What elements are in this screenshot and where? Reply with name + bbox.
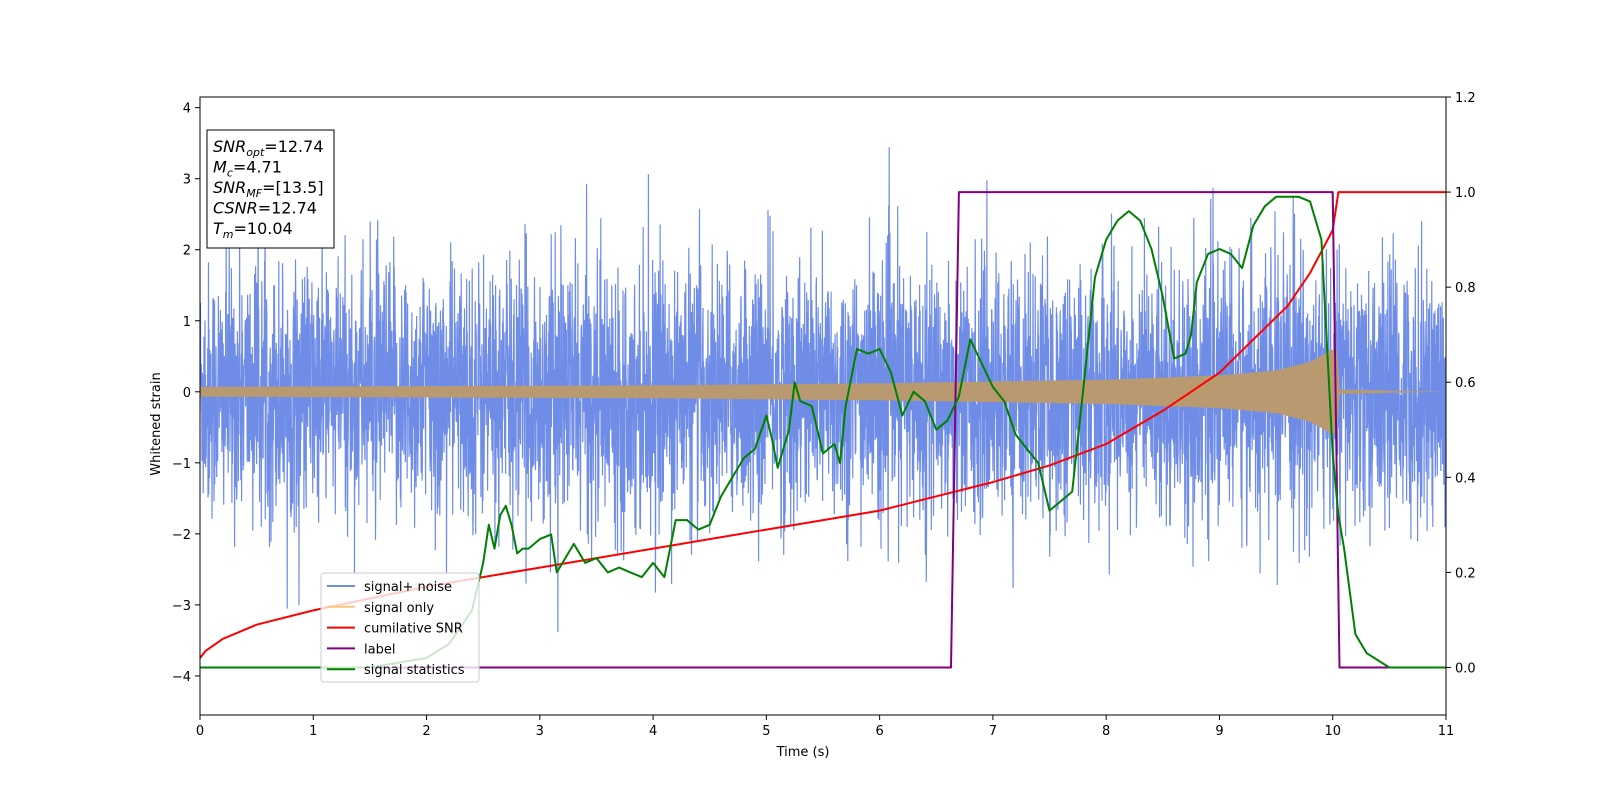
x-tick-label: 6: [875, 724, 883, 739]
y2-tick-label: 1.2: [1455, 91, 1476, 106]
legend-label: cumilative SNR: [364, 622, 463, 637]
y-tick-label: 3: [183, 173, 191, 188]
y-tick-label: 4: [183, 102, 191, 117]
legend-label: signal statistics: [364, 663, 465, 678]
x-axis-label: Time (s): [776, 745, 830, 760]
info-box-line: Tm=10.04: [213, 219, 293, 241]
legend-label: signal only: [364, 601, 434, 616]
y-tick-label: −1: [172, 457, 191, 472]
y2-tick-label: 0.8: [1455, 281, 1476, 296]
y2-tick-label: 0.0: [1455, 661, 1476, 676]
y2-tick-label: 0.2: [1455, 566, 1476, 581]
info-box-line: Mc=4.71: [213, 158, 282, 180]
info-box: SNRopt=12.74Mc=4.71SNRMF=[13.5]CSNR=12.7…: [206, 129, 335, 249]
y-tick-label: −3: [172, 599, 191, 614]
series-layer: [200, 147, 1446, 669]
x-tick-label: 8: [1102, 724, 1110, 739]
axes-layer: 0 1 2 3 4 5 6 7 8 9 10 11 −4 −3 −2 −1 0 1 2 3 4 0.0 0.2 0.4 0.6 0…: [172, 91, 1476, 739]
x-tick-label: 10: [1324, 724, 1341, 739]
series-signal-statistics-line: [200, 195, 1446, 669]
x-tick-label: 1: [309, 724, 317, 739]
y2-tick-label: 0.6: [1455, 376, 1476, 391]
x-tick-label: 2: [422, 724, 430, 739]
y2-tick-label: 1.0: [1455, 186, 1476, 201]
series-cumilative-snr-line: [200, 191, 1446, 659]
x-tick-label: 3: [536, 724, 544, 739]
legend-frame: [320, 572, 480, 683]
x-tick-label: 5: [762, 724, 770, 739]
x-tick-label: 7: [989, 724, 997, 739]
y-tick-label: −4: [172, 670, 191, 685]
info-box-line: SNRopt=12.74: [213, 137, 324, 159]
x-tick-label: 4: [649, 724, 657, 739]
info-box-frame: [206, 129, 335, 249]
y2-tick-label: 0.4: [1455, 471, 1476, 486]
info-box-line: CSNR=12.74: [213, 199, 317, 218]
x-tick-label: 0: [196, 724, 204, 739]
y-tick-label: −2: [172, 528, 191, 543]
y-tick-label: 1: [183, 315, 191, 330]
legend-label: label: [364, 642, 395, 657]
y-tick-label: 0: [183, 386, 191, 401]
plot-frame: [199, 96, 1447, 716]
series-signal-only-band: [200, 349, 1446, 435]
y-axis-label: Whitened strain: [149, 372, 164, 475]
series-label-line: [200, 191, 1446, 669]
y-tick-label: 2: [183, 244, 191, 259]
legend-label: signal+ noise: [364, 580, 452, 595]
info-box-line: SNRMF=[13.5]: [213, 178, 324, 200]
x-tick-label: 9: [1215, 724, 1223, 739]
legend: signal+ noise signal only cumilative SNR la…: [320, 572, 480, 683]
x-tick-label: 11: [1438, 724, 1455, 739]
